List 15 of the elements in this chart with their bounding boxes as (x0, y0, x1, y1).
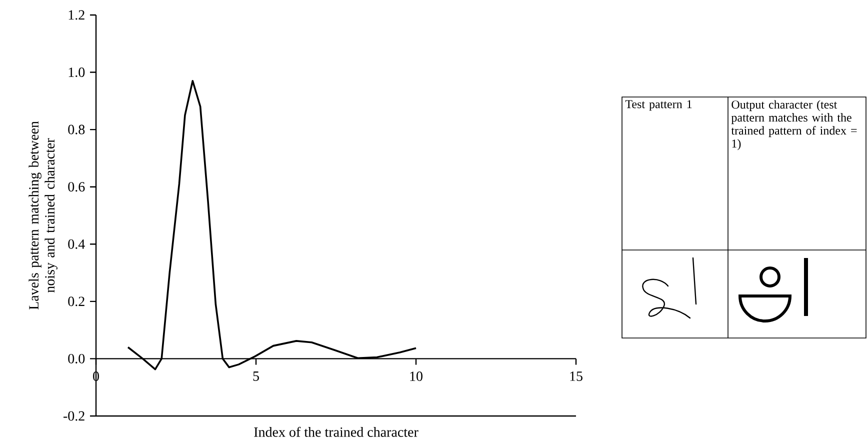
y-tick-label: 1.0 (68, 68, 85, 78)
y-tick-label: 0.2 (68, 296, 84, 306)
y-tick-label: 0.6 (68, 182, 85, 192)
text: Test pattern 1 (625, 100, 692, 111)
y-tick-label: 0.4 (68, 239, 85, 249)
x-axis-title: Index of the trained character (254, 426, 418, 437)
x-tick-label: 15 (570, 372, 582, 381)
text: Output character (test pattern matches with the trained pattern of index = 1) (731, 100, 857, 150)
y-tick-label: 1.2 (68, 10, 84, 20)
y-tick-label: 0.8 (68, 124, 85, 134)
x-tick-label: 5 (253, 372, 259, 381)
y-axis-title: Lavels pattern matching between noisy and trained character (28, 121, 58, 310)
y-tick-label: 0.0 (68, 354, 85, 364)
x-tick-label: 10 (410, 372, 422, 382)
y-tick-label: -0.2 (63, 411, 84, 421)
